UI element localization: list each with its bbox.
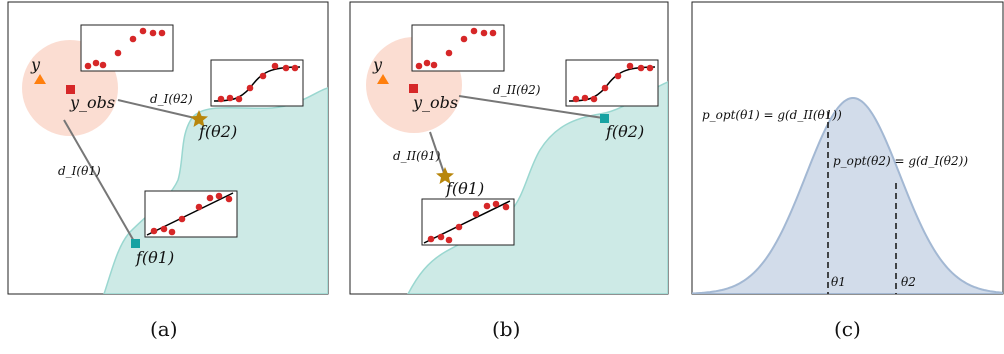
yobs-label: y_obs bbox=[69, 93, 115, 112]
panel-b: y y_obs d_II(θ2) d_II(θ1) f(θ1) f(θ2) bbox=[349, 1, 669, 341]
inset-linear-fit bbox=[144, 190, 238, 238]
theta1-label: θ1 bbox=[831, 275, 846, 289]
inset-sigmoid-fit bbox=[210, 59, 304, 107]
yobs-label: y_obs bbox=[412, 93, 458, 112]
equation-theta2: p_opt(θ2) = g(d_I(θ2)) bbox=[833, 154, 968, 168]
panel-c: p_opt(θ1) = g(d_II(θ1)) p_opt(θ2) = g(d_… bbox=[691, 1, 1004, 341]
caption-c: (c) bbox=[834, 317, 861, 341]
distance-label-1: d_I(θ1) bbox=[58, 164, 101, 178]
teal-square-marker bbox=[600, 114, 609, 123]
star-marker bbox=[190, 110, 208, 127]
inset-observed bbox=[411, 24, 505, 72]
inset-observed bbox=[80, 24, 174, 72]
distance-label-2: d_I(θ2) bbox=[150, 92, 193, 106]
f-theta1-label: f(θ1) bbox=[445, 179, 484, 198]
y-marker-triangle bbox=[34, 74, 46, 84]
distance-label-2: d_II(θ2) bbox=[493, 83, 541, 97]
distance-line-2 bbox=[117, 99, 200, 120]
distance-line-1 bbox=[63, 119, 136, 244]
y-marker-triangle bbox=[377, 74, 389, 84]
y-label: y bbox=[30, 55, 41, 74]
gaussian-density bbox=[692, 97, 1003, 294]
teal-square-marker bbox=[131, 239, 140, 248]
caption-a: (a) bbox=[150, 317, 178, 341]
panel-a: y y_obs d_I(θ2) d_I(θ1) f(θ2) f(θ1) bbox=[7, 1, 329, 341]
yobs-marker bbox=[409, 84, 418, 93]
yobs-marker bbox=[66, 85, 75, 94]
equation-theta1: p_opt(θ1) = g(d_II(θ1)) bbox=[702, 108, 842, 122]
theta2-label: θ2 bbox=[901, 275, 916, 289]
inset-linear-fit bbox=[421, 198, 515, 246]
caption-b: (b) bbox=[492, 317, 520, 341]
distance-line-1 bbox=[429, 131, 446, 177]
star-marker bbox=[436, 167, 454, 184]
f-theta1-label: f(θ1) bbox=[135, 248, 174, 267]
distance-line-2 bbox=[458, 95, 604, 119]
y-label: y bbox=[372, 55, 383, 74]
distance-label-1: d_II(θ1) bbox=[393, 149, 441, 163]
f-theta2-label: f(θ2) bbox=[198, 122, 237, 141]
f-theta2-label: f(θ2) bbox=[605, 122, 644, 141]
inset-sigmoid-fit bbox=[565, 59, 659, 107]
